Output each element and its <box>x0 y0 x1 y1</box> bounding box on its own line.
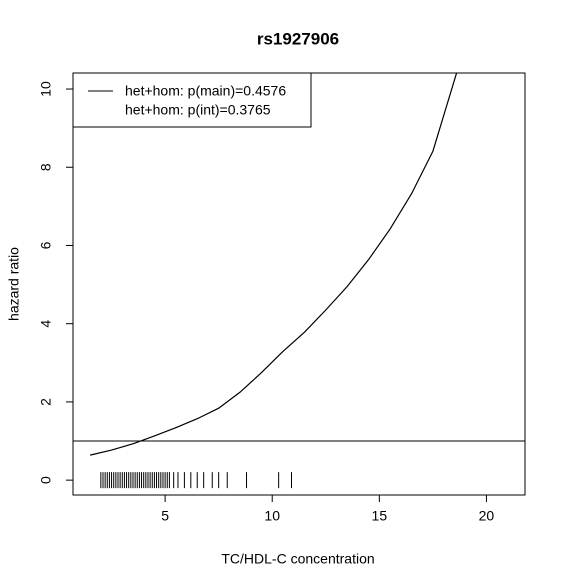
x-tick-label: 15 <box>372 508 388 524</box>
x-axis-label: TC/HDL-C concentration <box>221 551 374 567</box>
y-tick-label: 8 <box>38 163 54 171</box>
y-tick-label: 2 <box>38 398 54 406</box>
plot-frame <box>72 72 526 496</box>
y-tick-label: 0 <box>38 476 54 484</box>
curve <box>89 73 458 456</box>
y-tick-label: 6 <box>38 241 54 249</box>
chart-title: rs1927906 <box>257 29 339 48</box>
y-axis-label: hazard ratio <box>6 247 22 321</box>
y-tick-label: 4 <box>38 320 54 328</box>
legend-label: het+hom: p(main)=0.4576 <box>125 83 286 99</box>
y-tick-label: 10 <box>38 81 54 97</box>
x-tick-label: 20 <box>479 508 495 524</box>
x-tick-label: 10 <box>264 508 280 524</box>
legend-box <box>72 72 312 128</box>
legend-label: het+hom: p(int)=0.3765 <box>125 102 271 118</box>
x-tick-label: 5 <box>161 508 169 524</box>
